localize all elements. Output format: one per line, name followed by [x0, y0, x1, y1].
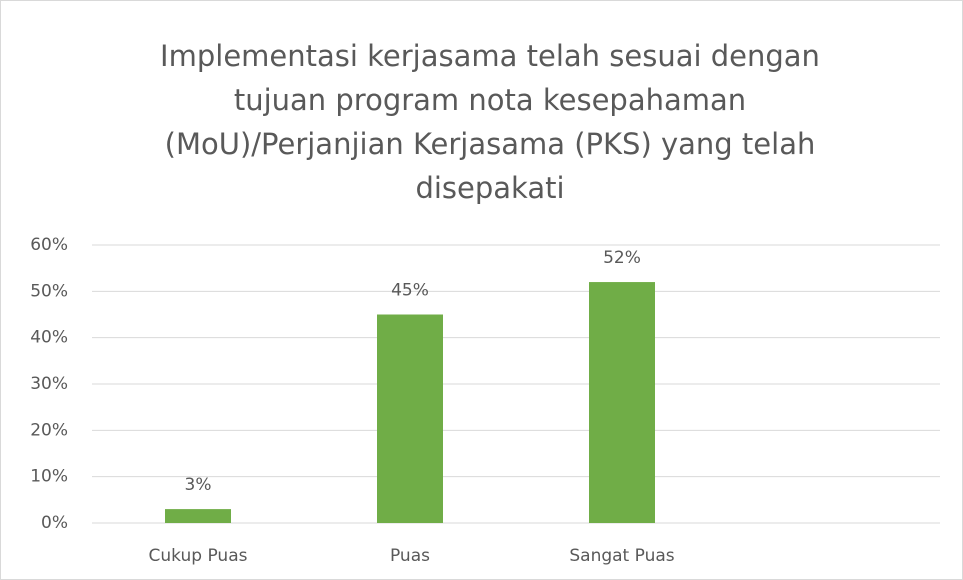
y-tick-label: 10% [30, 467, 68, 487]
bar [165, 509, 231, 523]
data-label: 3% [185, 475, 212, 495]
y-tick-label: 60% [30, 235, 68, 255]
chart-title: Implementasi kerjasama telah sesuai deng… [160, 39, 820, 205]
y-tick-label: 50% [30, 281, 68, 301]
y-tick-label: 30% [30, 374, 68, 394]
x-tick-label: Puas [390, 546, 430, 566]
x-tick-label: Cukup Puas [149, 546, 248, 566]
bar [377, 314, 443, 523]
bar [589, 282, 655, 523]
y-tick-label: 20% [30, 420, 68, 440]
data-label: 52% [603, 248, 641, 268]
data-label: 45% [391, 281, 429, 301]
y-tick-label: 0% [41, 513, 68, 533]
y-tick-label: 40% [30, 328, 68, 348]
x-tick-label: Sangat Puas [569, 546, 674, 566]
